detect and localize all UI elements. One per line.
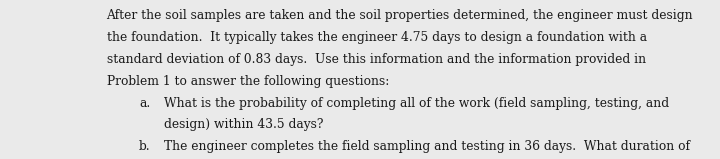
- Text: a.: a.: [139, 97, 150, 110]
- Text: What is the probability of completing all of the work (field sampling, testing, : What is the probability of completing al…: [164, 97, 670, 110]
- Text: design) within 43.5 days?: design) within 43.5 days?: [164, 118, 324, 131]
- Text: Problem 1 to answer the following questions:: Problem 1 to answer the following questi…: [107, 75, 389, 88]
- Text: the foundation.  It typically takes the engineer 4.75 days to design a foundatio: the foundation. It typically takes the e…: [107, 31, 647, 44]
- Text: standard deviation of 0.83 days.  Use this information and the information provi: standard deviation of 0.83 days. Use thi…: [107, 53, 646, 66]
- Text: b.: b.: [139, 140, 150, 153]
- Text: The engineer completes the field sampling and testing in 36 days.  What duration: The engineer completes the field samplin…: [164, 140, 690, 153]
- Text: After the soil samples are taken and the soil properties determined, the enginee: After the soil samples are taken and the…: [107, 9, 693, 22]
